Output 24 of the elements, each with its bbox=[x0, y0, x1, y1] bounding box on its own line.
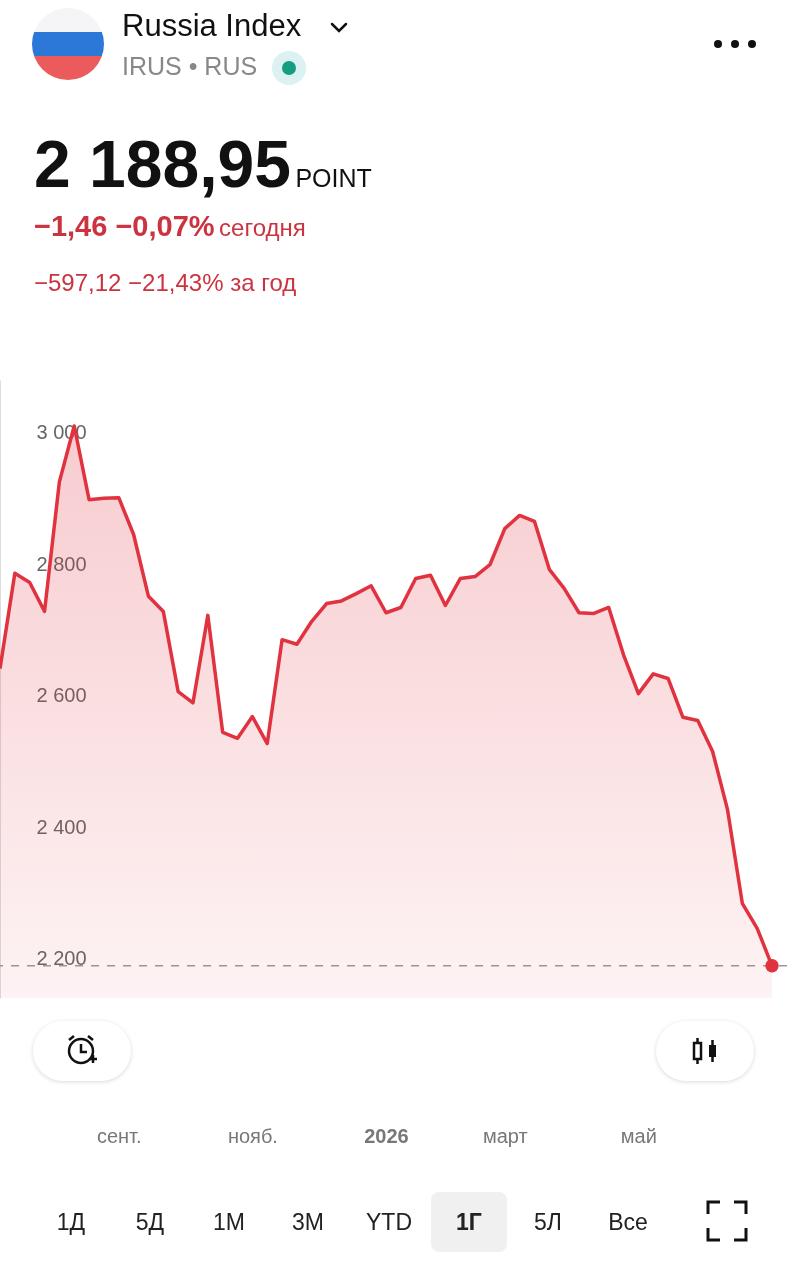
text: 5Д bbox=[134, 1208, 166, 1237]
x-tick-label: 2026 bbox=[364, 1124, 409, 1147]
text: 1Г bbox=[431, 1192, 507, 1252]
text: −1,46 −0,07% bbox=[34, 210, 215, 242]
y-tick-label: 2 400 bbox=[36, 815, 87, 838]
y-tick-label: 2 600 bbox=[36, 684, 87, 707]
text: 5Л bbox=[533, 1208, 563, 1237]
y-tick-label: 2 800 bbox=[36, 552, 87, 575]
x-tick-label: нояб. bbox=[227, 1124, 278, 1147]
chart-title: Russia Index bbox=[122, 8, 302, 44]
text: 3М bbox=[291, 1208, 325, 1237]
text: POINT bbox=[295, 164, 372, 192]
text: сегодня bbox=[219, 214, 306, 241]
text: YTD bbox=[365, 1208, 413, 1237]
x-tick-label: сент. bbox=[96, 1124, 142, 1147]
x-tick-label: май bbox=[620, 1124, 657, 1147]
x-tick-label: март bbox=[482, 1124, 528, 1147]
chart-subtitle: IRUS • RUS bbox=[122, 52, 258, 81]
text: 2 188,95 bbox=[34, 127, 291, 201]
y-tick-label: 2 200 bbox=[36, 947, 87, 970]
text: 1Д bbox=[55, 1208, 87, 1237]
text: 1М bbox=[212, 1208, 246, 1237]
text: Все bbox=[607, 1208, 649, 1237]
text: −597,12 −21,43% за год bbox=[34, 269, 297, 297]
